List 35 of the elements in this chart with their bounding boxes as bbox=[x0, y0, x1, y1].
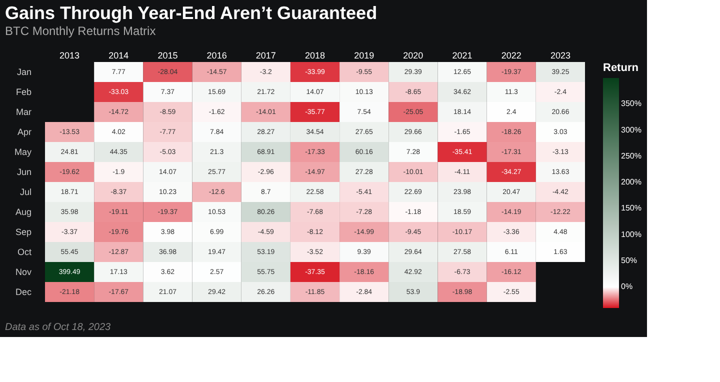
color-bar-label: 200% bbox=[621, 178, 642, 187]
x-tick-label: 2023 bbox=[550, 50, 570, 60]
x-tick-label: 2019 bbox=[354, 50, 374, 60]
text: Data as of Oct 18, 2023 bbox=[5, 322, 112, 333]
color-bar-label: 0% bbox=[621, 282, 633, 292]
color-bar-label: 250% bbox=[621, 151, 642, 160]
chart-subtitle: BTC Monthly Returns Matrix bbox=[5, 24, 156, 38]
y-tick-label: Jul bbox=[20, 187, 32, 197]
y-tick-label: Jun bbox=[16, 167, 32, 177]
x-tick-label: 2021 bbox=[452, 50, 472, 60]
x-tick-label: 2022 bbox=[501, 50, 522, 60]
y-tick-label: May bbox=[14, 147, 32, 157]
y-tick-label: Mar bbox=[16, 107, 32, 117]
y-tick-label: Jan bbox=[16, 67, 32, 77]
y-tick-label: Aug bbox=[15, 207, 32, 217]
y-tick-label: Nov bbox=[15, 267, 32, 277]
y-tick-label: Dec bbox=[15, 287, 32, 297]
color-bar-label: 350% bbox=[621, 99, 642, 108]
y-tick-label: Apr bbox=[17, 127, 32, 137]
color-bar-label: 100% bbox=[621, 230, 642, 239]
chart-title: Gains Through Year-End Aren’t Guaranteed bbox=[5, 3, 378, 23]
color-bar-label: 150% bbox=[621, 204, 642, 213]
x-tick-label: 2020 bbox=[403, 50, 424, 60]
x-tick-label: 2013 bbox=[60, 50, 80, 60]
x-tick-label: 2017 bbox=[256, 50, 276, 60]
y-tick-label: Feb bbox=[16, 87, 32, 97]
y-tick-label: Sep bbox=[15, 227, 32, 237]
y-tick-label: Oct bbox=[17, 247, 32, 257]
x-tick-label: 2016 bbox=[206, 50, 227, 60]
x-tick-label: 2015 bbox=[158, 50, 178, 60]
color-bar-label: 50% bbox=[621, 256, 638, 265]
x-tick-label: 2018 bbox=[304, 50, 326, 60]
legend-title: Return bbox=[603, 62, 639, 74]
x-tick-label: 2014 bbox=[108, 50, 129, 60]
color-bar-label: 300% bbox=[621, 125, 642, 134]
